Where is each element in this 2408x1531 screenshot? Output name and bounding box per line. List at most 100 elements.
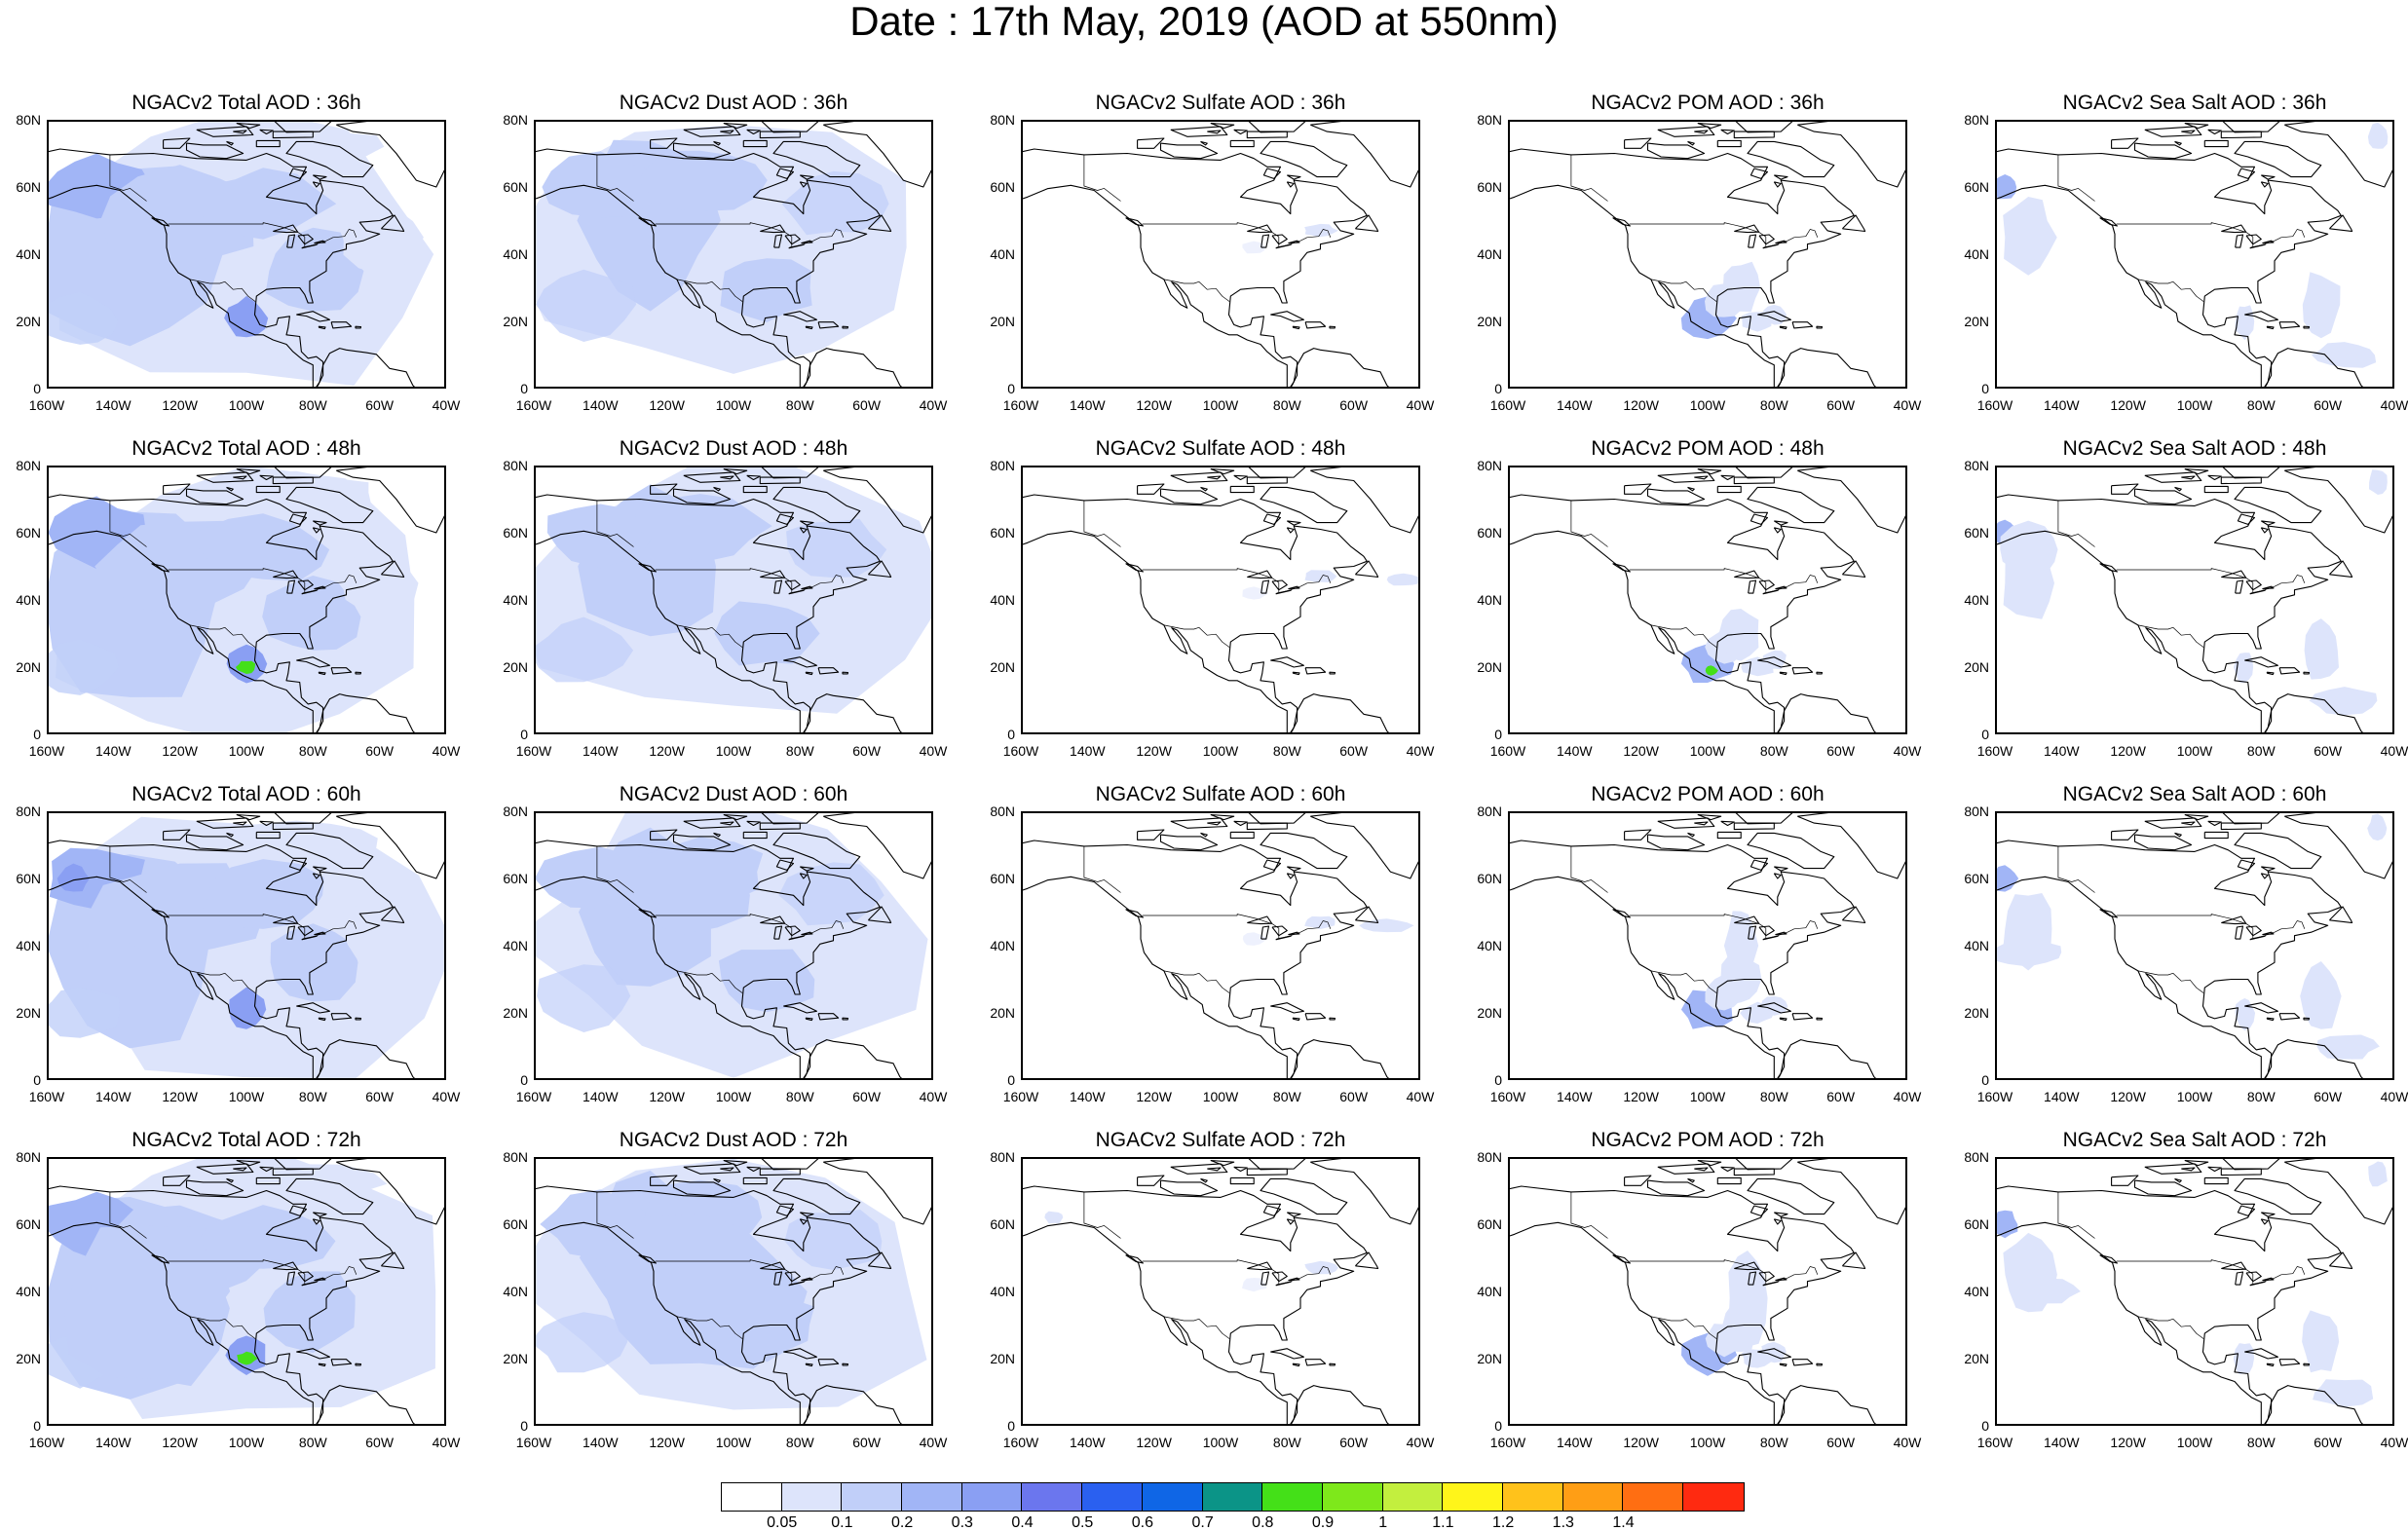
coastline-segment	[1716, 1176, 1742, 1185]
coastline-segment	[823, 467, 931, 534]
coastline-segment	[1260, 234, 1270, 248]
coastline-segment	[1748, 579, 1757, 594]
lon-tick-label: 140W	[2044, 397, 2080, 413]
coastline-segment	[259, 474, 274, 481]
aod-patch	[340, 1237, 420, 1312]
coastline-segment	[296, 311, 330, 322]
lat-tick-label: 0	[1494, 1418, 1502, 1434]
aod-field	[1044, 1211, 1339, 1292]
coastline-segment	[196, 126, 254, 137]
map-panel-pom	[1508, 120, 1907, 389]
aod-field	[1997, 1161, 2388, 1407]
coastline-segment	[2284, 813, 2392, 879]
coastline-segment	[1355, 560, 1379, 579]
border-line	[1570, 154, 1608, 202]
coastline-segment	[1694, 821, 1709, 826]
aod-field	[1997, 813, 2388, 1060]
panel-title: NGACv2 Dust AOD : 36h	[619, 92, 848, 114]
coastline-segment	[672, 1179, 732, 1197]
coastline-segment	[2203, 831, 2229, 840]
lon-tick-label: 100W	[715, 1089, 752, 1104]
coastline-segment	[2181, 130, 2196, 134]
coastline-segment	[2222, 813, 2280, 825]
coastline-segment	[2220, 476, 2262, 485]
coastline-segment	[1687, 1177, 1695, 1183]
coastline-segment	[272, 131, 314, 139]
lon-tick-label: 80W	[785, 1089, 814, 1104]
coastline-segment	[2133, 1179, 2193, 1197]
colorbar-label: 0.7	[1191, 1514, 1214, 1531]
lat-tick-label: 40N	[990, 938, 1015, 953]
lon-tick-label: 60W	[1339, 1089, 1369, 1104]
coastline-segment	[272, 476, 314, 485]
coastline-segment	[1355, 214, 1379, 233]
aod-patch	[786, 518, 887, 579]
coastline-segment	[1125, 217, 1144, 227]
coastline-segment	[1159, 834, 1219, 851]
coastline-segment	[1229, 1176, 1255, 1185]
coastline-segment	[1774, 1212, 1788, 1217]
coastline-segment	[1260, 1177, 1348, 1215]
aod-patch	[1718, 609, 1759, 661]
coastline-segment	[1733, 822, 1775, 831]
coastline-segment	[1773, 1218, 1782, 1225]
coastline-segment	[746, 1166, 761, 1173]
lat-tick-label: 60N	[1964, 525, 1989, 541]
lat-tick-label: 0	[1981, 1072, 1989, 1088]
coastline-segment	[1720, 129, 1735, 135]
lon-tick-label: 80W	[785, 1435, 814, 1450]
lat-tick-label: 80N	[1964, 112, 1989, 128]
aod-patch	[212, 127, 385, 168]
coastline-segment	[536, 876, 801, 1078]
map-panel-pom	[1508, 466, 1907, 734]
colorbar-label: 0.4	[1011, 1514, 1034, 1531]
border-line	[1083, 1191, 1121, 1239]
coastline-segment	[773, 579, 783, 594]
coastline-segment	[259, 1166, 274, 1173]
coastline-segment	[1207, 821, 1222, 826]
border-line	[109, 1191, 147, 1239]
aod-field	[49, 1159, 436, 1419]
coastline-segment	[2207, 129, 2222, 135]
aod-patch	[536, 1312, 628, 1373]
coastline-segment	[2235, 579, 2244, 594]
coastline-segment	[1023, 1185, 1368, 1424]
coastline-segment	[720, 821, 734, 826]
coastline-segment	[1310, 813, 1418, 879]
lat-tick-label: 20N	[990, 1005, 1015, 1021]
coastline-segment	[1292, 1017, 1300, 1022]
coastline-segment	[772, 486, 861, 524]
coastline-segment	[773, 1271, 783, 1286]
lat-tick-label: 0	[1494, 1072, 1502, 1088]
coastline-segment	[2260, 527, 2269, 534]
map-canvas	[1023, 122, 1418, 387]
aod-patch	[1242, 1278, 1267, 1292]
lat-tick-label: 40N	[990, 246, 1015, 262]
coastline-segment	[2245, 1271, 2262, 1283]
map-panel-seasalt	[1995, 811, 2394, 1080]
border-line	[1163, 624, 1230, 648]
coastline-segment	[1233, 129, 1248, 135]
coastline-segment	[1304, 1013, 1327, 1021]
aod-patch	[1242, 241, 1265, 254]
aod-field	[1681, 1251, 1787, 1376]
lon-tick-label: 160W	[1002, 1089, 1039, 1104]
coastline-segment	[868, 1251, 892, 1270]
coastline-segment	[313, 520, 327, 526]
coastline-segment	[1248, 122, 1306, 133]
aod-patch	[2368, 1161, 2388, 1187]
coastline-segment	[800, 1212, 814, 1217]
coastlines	[1997, 813, 2392, 1078]
border-line	[168, 568, 357, 594]
coastline-segment	[842, 1363, 849, 1366]
coastline-segment	[1694, 130, 1709, 134]
coastline-segment	[1816, 1363, 1824, 1366]
colorbar-swatch	[902, 1483, 962, 1511]
coastline-segment	[823, 1159, 931, 1225]
coastline-segment	[713, 486, 721, 492]
border-line	[2057, 845, 2095, 893]
coastlines	[1023, 122, 1418, 387]
coastline-segment	[236, 1159, 261, 1167]
coastline-segment	[286, 234, 296, 248]
coastline-segment	[2245, 579, 2262, 591]
